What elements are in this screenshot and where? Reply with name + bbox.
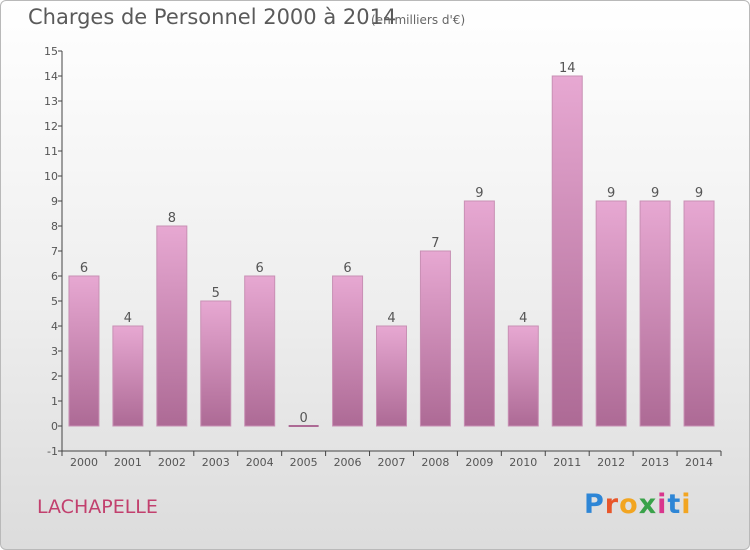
logo-letter: t [667,489,682,520]
bar [507,325,539,427]
data-label: 9 [651,186,659,201]
x-tick-label: 2003 [202,456,230,469]
bar [156,225,188,427]
bar [200,300,232,427]
y-tick-label: 14 [44,70,58,83]
x-tick-label: 2000 [70,456,98,469]
data-label: 9 [607,186,615,201]
x-tick-label: 2007 [378,456,406,469]
y-tick-label: 1 [51,395,58,408]
x-tick-label: 2004 [246,456,274,469]
proxiti-logo[interactable]: Proxiti [584,489,692,520]
y-tick-label: 8 [51,220,58,233]
y-tick-label: 2 [51,370,58,383]
y-tick-label: -1 [47,445,58,458]
y-tick-label: 7 [51,245,58,258]
data-label: 4 [124,311,132,326]
data-label: 6 [343,261,351,276]
bar [332,275,364,427]
y-tick-label: 5 [51,295,58,308]
data-label: 5 [212,286,220,301]
data-label: 9 [695,186,703,201]
x-tick-label: 2013 [641,456,669,469]
y-tick-label: 13 [44,95,58,108]
bar [419,250,451,427]
bar [683,200,715,427]
x-tick-label: 2009 [465,456,493,469]
x-tick-label: 2002 [158,456,186,469]
chart-title: Charges de Personnel 2000 à 2014 [28,5,397,29]
y-tick-label: 12 [44,120,58,133]
x-tick-label: 2011 [553,456,581,469]
y-tick-label: 10 [44,170,58,183]
bar [551,75,583,427]
x-tick-label: 2001 [114,456,142,469]
bar [463,200,495,427]
logo-letter: o [619,489,639,520]
bar [376,325,407,427]
logo-letter: i [657,489,668,520]
chart-subtitle: (en milliers d'€) [371,13,466,27]
bar [68,275,100,427]
data-label: 6 [80,261,88,276]
y-tick-label: 11 [44,145,58,158]
y-tick-label: 0 [51,420,58,433]
y-tick-label: 3 [51,345,58,358]
x-tick-label: 2012 [597,456,625,469]
x-tick-label: 2005 [290,456,318,469]
data-label: 7 [431,236,439,251]
bar [595,200,627,427]
x-tick-label: 2006 [334,456,362,469]
logo-letter: x [638,489,658,520]
data-label: 0 [299,411,307,426]
bar [244,275,276,427]
y-tick-label: 6 [51,270,58,283]
location-name: LACHAPELLE [37,496,158,518]
data-label: 14 [559,61,576,76]
bar [112,325,144,427]
data-label: 6 [256,261,264,276]
data-label: 9 [475,186,483,201]
logo-letter: P [584,489,605,520]
y-tick-label: 9 [51,195,58,208]
bar [639,200,671,427]
data-label: 4 [519,311,527,326]
x-tick-label: 2014 [685,456,713,469]
y-tick-label: 4 [51,320,58,333]
data-label: 8 [168,211,176,226]
x-tick-label: 2008 [421,456,449,469]
logo-letter: r [604,489,620,520]
x-tick-label: 2010 [509,456,537,469]
data-label: 4 [387,311,395,326]
y-tick-label: 15 [44,45,58,58]
logo-letter: i [681,489,692,520]
